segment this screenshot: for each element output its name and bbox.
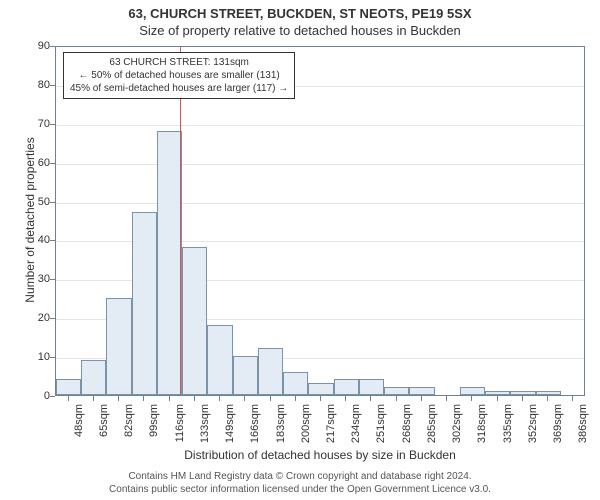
chart-footer: Contains HM Land Registry data © Crown c… [0, 470, 600, 496]
x-tick-mark [169, 396, 170, 401]
x-tick-mark [497, 396, 498, 401]
histogram-bar [460, 387, 485, 395]
histogram-bar [536, 391, 561, 395]
x-tick-label: 386sqm [577, 404, 589, 444]
histogram-bar [207, 325, 232, 395]
x-tick-label: 82sqm [123, 404, 135, 444]
histogram-bar [283, 372, 308, 395]
histogram-bar [384, 387, 409, 395]
histogram-bar [359, 379, 384, 395]
y-tick-mark [50, 396, 55, 397]
y-tick-mark [50, 163, 55, 164]
footer-line-1: Contains HM Land Registry data © Crown c… [0, 470, 600, 483]
y-tick-label: 50 [20, 196, 50, 208]
chart-subtitle: Size of property relative to detached ho… [0, 21, 600, 38]
histogram-bar [182, 247, 207, 395]
y-tick-label: 80 [20, 79, 50, 91]
x-tick-mark [345, 396, 346, 401]
histogram-bar [132, 212, 157, 395]
x-tick-label: 318sqm [476, 404, 488, 444]
x-tick-label: 183sqm [275, 404, 287, 444]
y-tick-mark [50, 279, 55, 280]
grid-line [56, 164, 584, 165]
histogram-bar [157, 131, 182, 395]
x-tick-label: 234sqm [350, 404, 362, 444]
y-tick-label: 90 [20, 40, 50, 52]
x-tick-mark [396, 396, 397, 401]
annotation-line-1: 63 CHURCH STREET: 131sqm [70, 56, 288, 69]
x-tick-mark [244, 396, 245, 401]
histogram-bar [510, 391, 535, 395]
y-tick-label: 60 [20, 157, 50, 169]
chart-title: 63, CHURCH STREET, BUCKDEN, ST NEOTS, PE… [0, 0, 600, 21]
x-tick-mark [572, 396, 573, 401]
histogram-bar [56, 379, 81, 395]
footer-line-2: Contains public sector information licen… [0, 483, 600, 496]
y-tick-mark [50, 46, 55, 47]
x-tick-label: 369sqm [552, 404, 564, 444]
histogram-bar [81, 360, 106, 395]
x-tick-mark [68, 396, 69, 401]
histogram-bar [233, 356, 258, 395]
y-tick-label: 20 [20, 312, 50, 324]
grid-line [56, 203, 584, 204]
x-tick-mark [118, 396, 119, 401]
y-tick-label: 70 [20, 118, 50, 130]
histogram-bar [334, 379, 359, 395]
y-tick-mark [50, 240, 55, 241]
x-tick-mark [219, 396, 220, 401]
y-tick-mark [50, 202, 55, 203]
x-tick-label: 302sqm [451, 404, 463, 444]
histogram-bar [485, 391, 510, 395]
x-tick-mark [93, 396, 94, 401]
annotation-box: 63 CHURCH STREET: 131sqm← 50% of detache… [63, 52, 295, 99]
y-tick-mark [50, 124, 55, 125]
x-tick-label: 200sqm [300, 404, 312, 444]
x-axis-label: Distribution of detached houses by size … [55, 448, 585, 462]
x-tick-mark [547, 396, 548, 401]
y-tick-label: 10 [20, 351, 50, 363]
x-tick-label: 251sqm [375, 404, 387, 444]
annotation-line-2: ← 50% of detached houses are smaller (13… [70, 69, 288, 82]
x-tick-label: 268sqm [401, 404, 413, 444]
x-tick-mark [270, 396, 271, 401]
histogram-bar [308, 383, 333, 395]
marker-line [180, 47, 181, 395]
y-tick-label: 0 [20, 390, 50, 402]
histogram-bar [258, 348, 283, 395]
x-tick-label: 99sqm [148, 404, 160, 444]
histogram-bar [106, 298, 131, 395]
x-tick-label: 285sqm [426, 404, 438, 444]
y-axis-label: Number of detached properties [23, 120, 37, 320]
y-tick-mark [50, 85, 55, 86]
y-tick-mark [50, 357, 55, 358]
x-tick-label: 48sqm [73, 404, 85, 444]
x-tick-label: 352sqm [527, 404, 539, 444]
x-tick-mark [522, 396, 523, 401]
y-tick-label: 30 [20, 273, 50, 285]
y-tick-mark [50, 318, 55, 319]
x-tick-mark [446, 396, 447, 401]
x-tick-label: 166sqm [249, 404, 261, 444]
x-tick-mark [143, 396, 144, 401]
x-tick-label: 335sqm [502, 404, 514, 444]
grid-line [56, 125, 584, 126]
x-tick-mark [471, 396, 472, 401]
x-tick-label: 133sqm [199, 404, 211, 444]
x-tick-label: 217sqm [325, 404, 337, 444]
x-tick-mark [320, 396, 321, 401]
x-tick-label: 116sqm [174, 404, 186, 444]
x-tick-mark [421, 396, 422, 401]
x-tick-mark [194, 396, 195, 401]
histogram-bar [409, 387, 434, 395]
x-tick-label: 149sqm [224, 404, 236, 444]
chart-container: 63, CHURCH STREET, BUCKDEN, ST NEOTS, PE… [0, 0, 600, 500]
x-tick-mark [370, 396, 371, 401]
x-tick-mark [295, 396, 296, 401]
y-tick-label: 40 [20, 234, 50, 246]
annotation-line-3: 45% of semi-detached houses are larger (… [70, 82, 288, 95]
x-tick-label: 65sqm [98, 404, 110, 444]
